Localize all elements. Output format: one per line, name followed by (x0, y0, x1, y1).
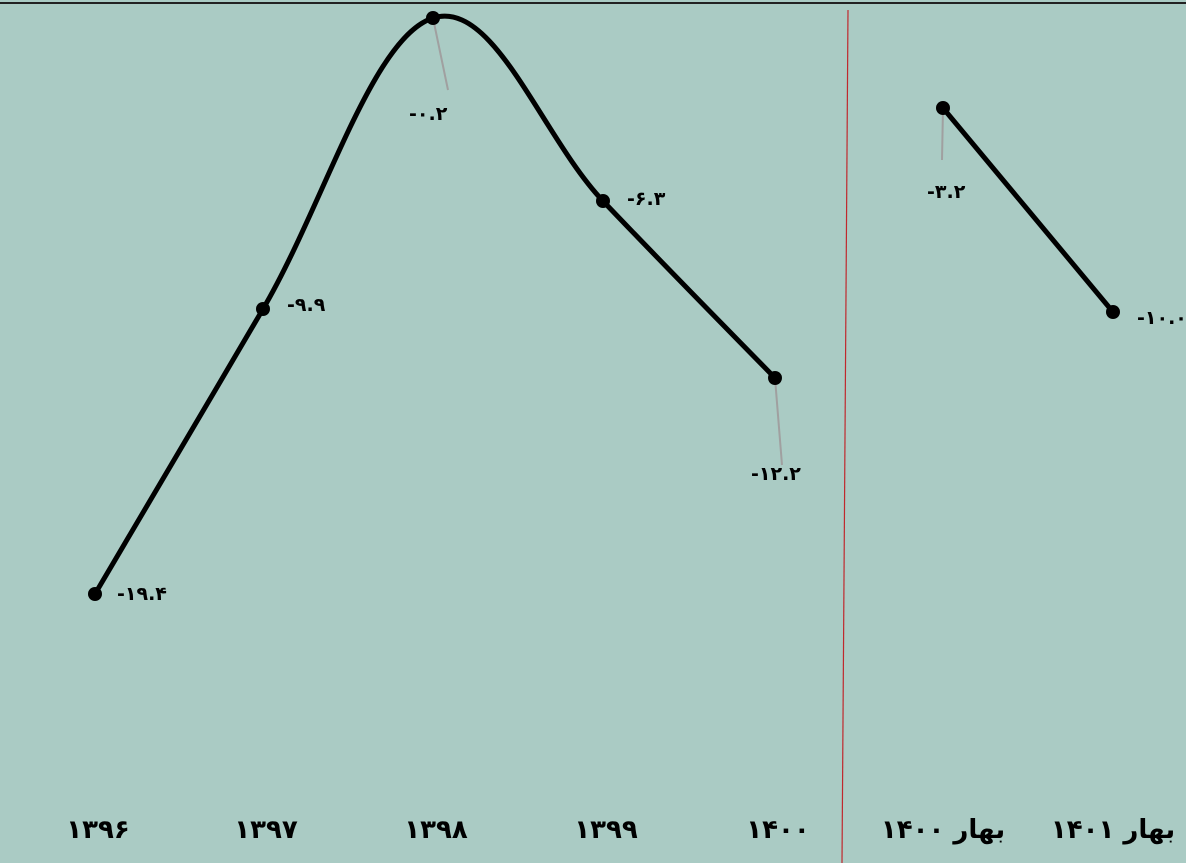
leader-line-0-2 (432, 17, 449, 91)
leader-line-1-0 (941, 107, 944, 161)
data-point-0-4 (768, 371, 782, 385)
x-tick-label-0-4: ۱۴۰۰ (746, 815, 809, 845)
data-label-0-0: -۱۹.۴ (117, 583, 167, 605)
x-tick-label-0-1: ۱۳۹۷ (234, 815, 298, 845)
data-point-0-2 (426, 11, 440, 25)
data-label-0-2: -۰.۲ (409, 103, 448, 125)
x-tick-label-1-1: بهار ۱۴۰۱ (1051, 815, 1175, 845)
x-tick-label-0-3: ۱۳۹۹ (574, 815, 638, 845)
data-label-0-4: -۱۲.۲ (751, 463, 801, 485)
data-label-0-1: -۹.۹ (287, 294, 326, 316)
x-tick-label-0-0: ۱۳۹۶ (66, 815, 129, 845)
data-point-0-3 (596, 194, 610, 208)
series-line-0 (92, 13, 778, 597)
x-tick-label-1-0: بهار ۱۴۰۰ (881, 815, 1005, 845)
data-label-1-0: -۳.۲ (927, 181, 966, 203)
series-line-1 (940, 105, 1116, 315)
panel-divider (841, 9, 849, 863)
data-label-0-3: -۶.۳ (627, 188, 666, 210)
x-tick-label-0-2: ۱۳۹۸ (404, 815, 468, 845)
data-point-0-1 (256, 302, 270, 316)
data-point-1-1 (1106, 305, 1120, 319)
data-point-0-0 (88, 587, 102, 601)
data-label-1-1: -۱۰.۰ (1137, 307, 1186, 329)
data-point-1-0 (936, 101, 950, 115)
leader-line-0-4 (774, 377, 783, 466)
